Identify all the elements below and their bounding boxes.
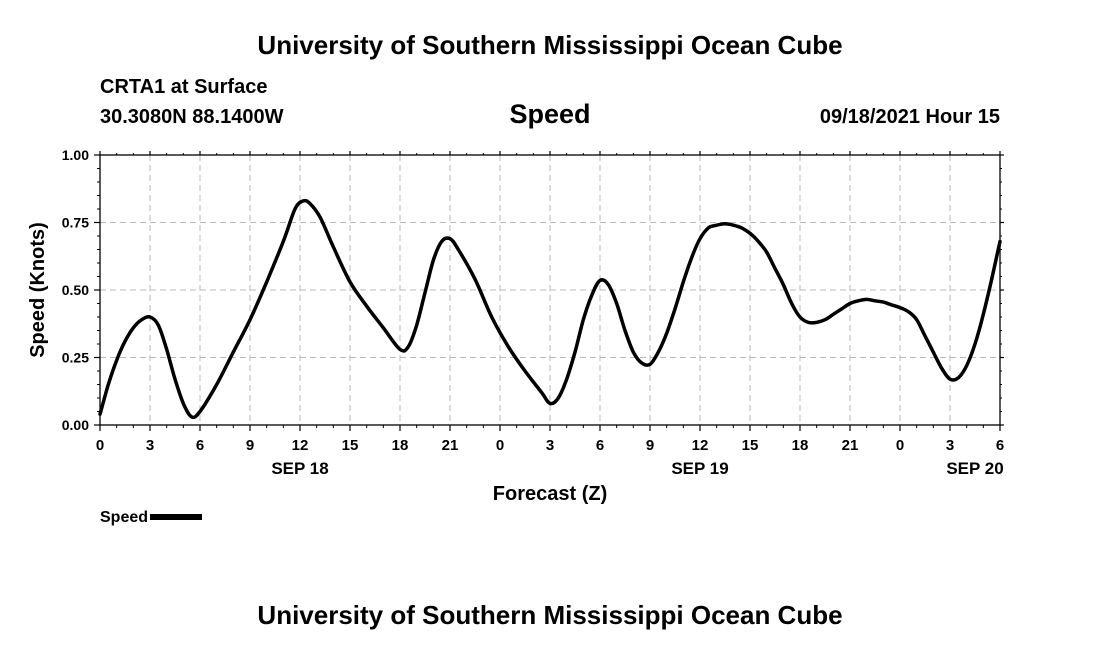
x-tick-label: 3 bbox=[546, 437, 554, 454]
axis-ticks bbox=[94, 151, 1004, 431]
x-tick-label: 18 bbox=[792, 437, 809, 454]
legend-label: Speed bbox=[100, 509, 149, 526]
series-layer bbox=[98, 198, 1002, 420]
variable-title: Speed bbox=[509, 99, 591, 129]
y-tick-label: 0.00 bbox=[62, 417, 89, 433]
y-axis-label: Speed (Knots) bbox=[27, 222, 49, 358]
x-tick-label: 3 bbox=[946, 437, 954, 454]
chart-title-bottom: University of Southern Mississippi Ocean… bbox=[257, 600, 843, 630]
x-axis-label: Forecast (Z) bbox=[493, 483, 607, 505]
station-label: CRTA1 at Surface bbox=[100, 76, 268, 98]
datetime-label: 09/18/2021 Hour 15 bbox=[819, 106, 1000, 128]
x-tick-label: 18 bbox=[392, 437, 409, 454]
legend: Speed bbox=[100, 509, 203, 527]
x-tick-label: 12 bbox=[692, 437, 709, 454]
x-tick-label: 0 bbox=[896, 437, 904, 454]
y-tick-label: 0.25 bbox=[62, 350, 89, 366]
chart-title-top: University of Southern Mississippi Ocean… bbox=[257, 30, 843, 60]
x-tick-label: 21 bbox=[842, 437, 859, 454]
x-tick-label: 6 bbox=[596, 437, 604, 454]
x-tick-label: 6 bbox=[196, 437, 204, 454]
x-tick-label: 9 bbox=[246, 437, 254, 454]
x-tick-label: 15 bbox=[342, 437, 359, 454]
x-tick-label: 0 bbox=[96, 437, 104, 454]
x-tick-label: 3 bbox=[146, 437, 154, 454]
gridlines bbox=[100, 155, 1000, 425]
x-tick-label: 9 bbox=[646, 437, 654, 454]
y-tick-label: 0.50 bbox=[62, 282, 89, 298]
legend-swatch bbox=[150, 513, 203, 520]
y-tick-label: 1.00 bbox=[62, 147, 89, 163]
y-tick-label: 0.75 bbox=[62, 215, 89, 231]
x-tick-label: 15 bbox=[742, 437, 759, 454]
axis-tick-labels: 0 3 6 9 12 15 18 21 0 3 6 9 12 15 18 21 0 3 6 0.00 0.25 0.50 0… bbox=[62, 147, 1004, 478]
coordinates-label: 30.3080N 88.1400W bbox=[100, 106, 284, 128]
date-label: SEP 20 bbox=[946, 459, 1003, 478]
series-line-speed bbox=[98, 198, 1002, 420]
x-tick-label: 0 bbox=[496, 437, 504, 454]
date-label: SEP 18 bbox=[271, 459, 328, 478]
x-tick-label: 21 bbox=[442, 437, 459, 454]
x-tick-label: 12 bbox=[292, 437, 309, 454]
x-tick-label: 6 bbox=[996, 437, 1004, 454]
date-label: SEP 19 bbox=[671, 459, 728, 478]
